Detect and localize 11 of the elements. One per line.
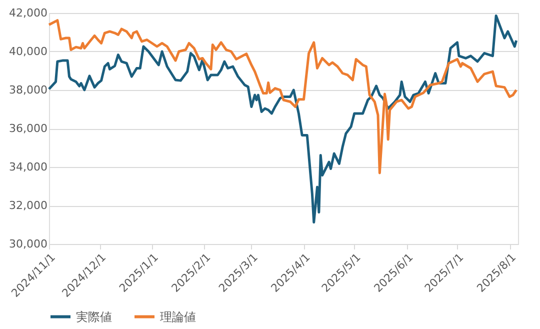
- line-series: [48, 19, 518, 174]
- y-tick-label: 32,000: [9, 199, 48, 212]
- line-series: [48, 14, 518, 224]
- y-tick-label: 38,000: [9, 84, 48, 96]
- y-tick-label: 36,000: [9, 122, 48, 135]
- y-tick-label: 40,000: [9, 45, 48, 58]
- y-tick-label: 30,000: [9, 238, 48, 250]
- y-tick-label: 34,000: [9, 160, 48, 174]
- legend-label: 実際値: [76, 310, 112, 324]
- y-tick-label: 42,000: [9, 6, 48, 20]
- legend-label: 理論値: [160, 310, 196, 324]
